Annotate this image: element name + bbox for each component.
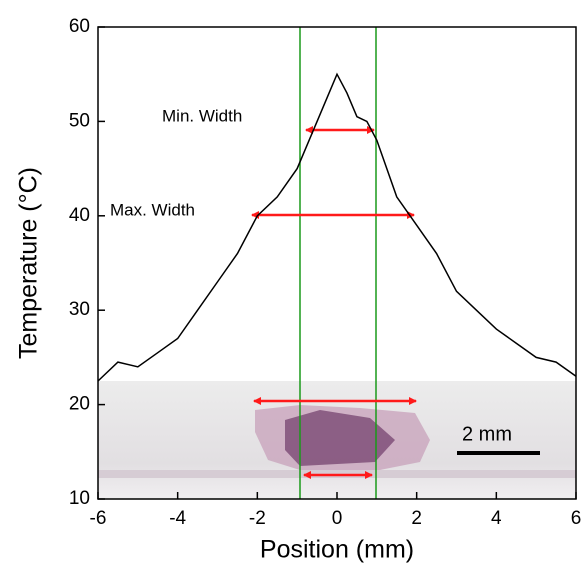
y-tick-label: 20	[69, 394, 90, 415]
x-tick-label: 2	[411, 508, 422, 529]
x-tick-label: -4	[169, 508, 186, 529]
y-tick-label: 10	[69, 488, 90, 509]
width-markers	[251, 27, 417, 499]
x-axis-title: Position (mm)	[260, 536, 414, 564]
y-tick-label: 60	[69, 16, 90, 37]
y-tick-label: 50	[69, 110, 90, 131]
y-tick-label: 30	[69, 299, 90, 320]
annotation: 2 mm	[462, 423, 512, 445]
annotation: Min. Width	[162, 106, 242, 125]
x-tick-label: -6	[90, 508, 107, 529]
x-tick-label: 4	[491, 508, 502, 529]
x-tick-label: -2	[249, 508, 266, 529]
y-axis-title: Temperature (°C)	[15, 167, 43, 359]
annotation: Max. Width	[110, 200, 195, 219]
x-tick-label: 0	[332, 508, 343, 529]
y-tick-label: 40	[69, 205, 90, 226]
temperature-line	[97, 72, 577, 382]
x-tick-label: 6	[571, 508, 582, 529]
